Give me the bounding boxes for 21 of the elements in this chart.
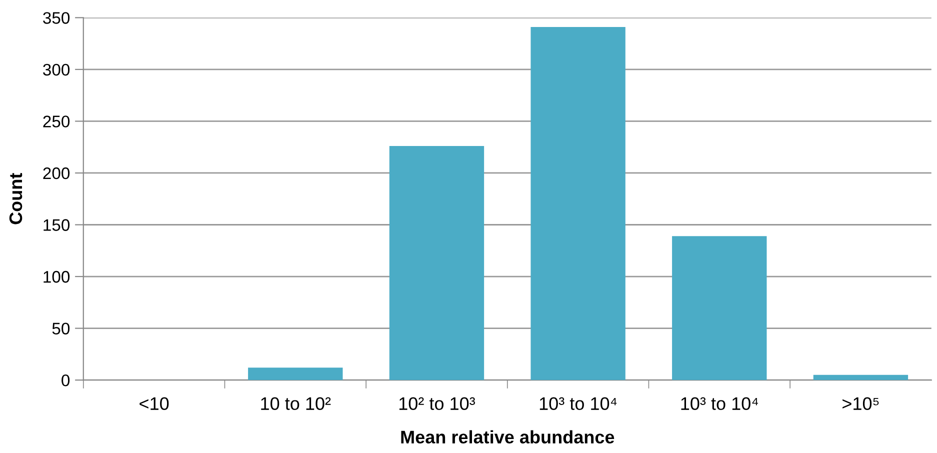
bar	[389, 146, 484, 380]
y-tick-label: 200	[43, 167, 70, 180]
bar	[813, 374, 908, 380]
y-tick-label: 150	[44, 219, 70, 231]
y-tick-label: 100	[44, 270, 70, 283]
x-tick-label: 10³ to 10⁴	[681, 397, 758, 410]
y-tick-label: 350	[43, 12, 70, 24]
x-axis-title: Mean relative abundance	[401, 430, 614, 444]
y-tick-label: 50	[52, 322, 70, 334]
y-tick-label: 300	[43, 64, 70, 76]
x-tick-label: 10 to 10²	[261, 397, 331, 410]
bar	[672, 236, 767, 380]
x-tick-label: >10⁵	[842, 397, 879, 410]
x-tick-label: 10² to 10³	[399, 397, 476, 410]
x-tick-label: <10	[140, 397, 169, 410]
bar	[248, 368, 343, 380]
y-tick-label: 0	[62, 374, 70, 386]
y-axis-title: Count	[9, 173, 22, 224]
bar	[530, 26, 626, 380]
y-tick-label: 250	[43, 116, 70, 128]
x-tick-label: 10³ to 10⁴	[540, 397, 617, 410]
